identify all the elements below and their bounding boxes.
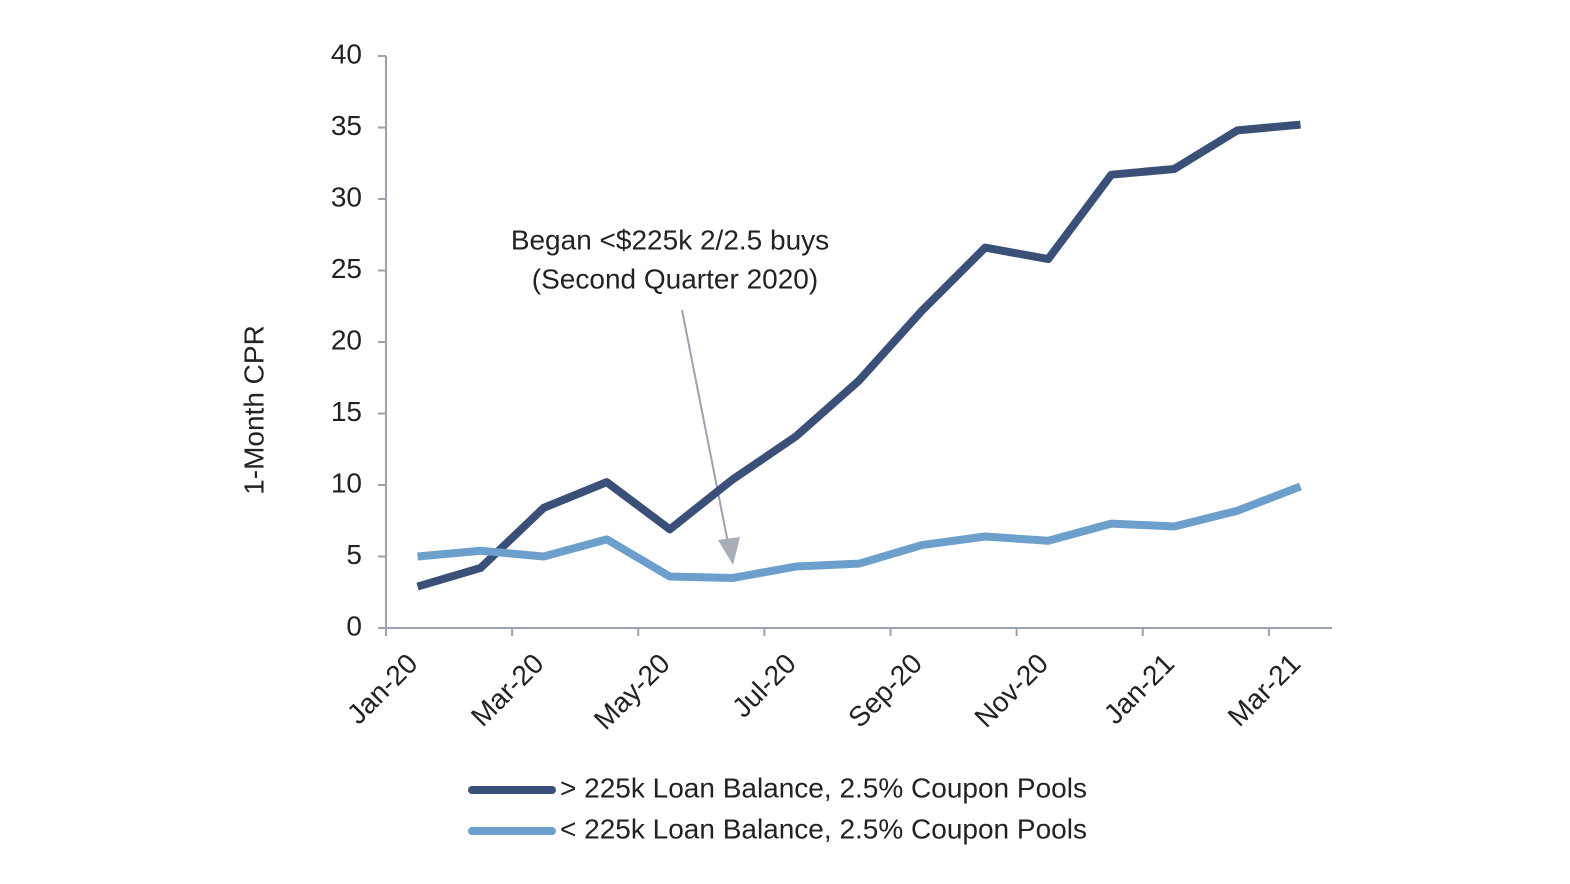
annotation: (Second Quarter 2020) xyxy=(532,263,818,294)
series-line xyxy=(416,120,1301,591)
y-tick-label: 0 xyxy=(346,610,362,641)
x-tick-label: Mar-21 xyxy=(1222,648,1307,733)
series-line xyxy=(417,482,1302,582)
arrow-head xyxy=(718,537,740,565)
annotation: Began <$225k 2/2.5 buys xyxy=(511,224,829,255)
x-tick-label: Jan-20 xyxy=(341,648,423,730)
y-tick-label: 5 xyxy=(346,539,362,570)
y-tick-label: 20 xyxy=(331,324,362,355)
x-tick-label: Mar-20 xyxy=(465,648,550,733)
x-tick-label: May-20 xyxy=(588,648,676,736)
y-tick-label: 25 xyxy=(331,253,362,284)
x-tick-label: Jan-21 xyxy=(1098,648,1180,730)
legend-label: > 225k Loan Balance, 2.5% Coupon Pools xyxy=(560,772,1087,803)
x-tick-label: Jul-20 xyxy=(726,648,802,724)
y-axis-label: 1-Month CPR xyxy=(238,325,269,495)
y-tick-label: 35 xyxy=(331,110,362,141)
y-tick-label: 10 xyxy=(331,467,362,498)
x-tick-label: Nov-20 xyxy=(968,648,1054,734)
x-tick-label: Sep-20 xyxy=(842,648,928,734)
legend-label: < 225k Loan Balance, 2.5% Coupon Pools xyxy=(560,813,1087,844)
annotation-arrow xyxy=(681,309,729,544)
y-tick-label: 15 xyxy=(331,396,362,427)
y-tick-label: 40 xyxy=(331,38,362,69)
y-tick-label: 30 xyxy=(331,181,362,212)
